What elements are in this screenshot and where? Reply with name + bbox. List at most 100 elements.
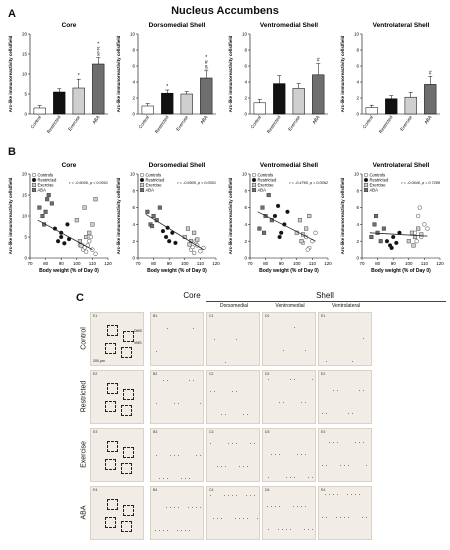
stained-cell <box>268 529 270 531</box>
col-header-shell: Shell <box>316 291 334 300</box>
stained-cell <box>336 517 338 519</box>
y-tick-label: 6 <box>356 205 359 210</box>
stained-cell <box>326 465 328 467</box>
data-point-exercise <box>192 230 197 235</box>
bar-control <box>365 107 378 115</box>
region-box <box>105 459 116 470</box>
data-point-exercise <box>299 239 304 244</box>
col-header-dorsomedial: Dorsomedial <box>219 303 249 309</box>
stained-cell <box>308 477 310 479</box>
data-point-controls <box>87 239 92 244</box>
stained-cell <box>294 379 296 381</box>
stained-cell <box>348 413 350 415</box>
y-tick-label: 4 <box>356 80 359 85</box>
micrograph-tag: B4 <box>153 488 158 492</box>
y-tick-label: 10 <box>130 32 136 37</box>
x-tick-label: Restricted <box>378 114 394 134</box>
stained-cell <box>312 529 314 531</box>
bar-exercise <box>180 93 193 115</box>
x-tick-label: 120 <box>324 261 332 266</box>
panel-c-label: C <box>76 292 84 304</box>
y-axis-label: Arc-like immunoreactivity cells/field <box>340 35 345 112</box>
data-point-aba <box>43 209 48 214</box>
x-tick-label: 110 <box>197 261 205 266</box>
x-tick-label: 120 <box>436 261 444 266</box>
x-axis-label: Body weight (% of Day 0) <box>259 268 319 274</box>
overview-micrograph: E1 200 µm DMS VMS <box>90 312 144 366</box>
detail-micrograph: B2 <box>150 370 204 424</box>
stained-cell <box>340 517 342 519</box>
chart-title: Dorsomedial Shell <box>149 162 206 169</box>
data-point-restricted <box>163 234 169 240</box>
stained-cell <box>210 443 212 445</box>
stained-cell <box>293 506 295 508</box>
stained-cell <box>366 517 368 519</box>
x-axis-label: Body weight (% of Day 0) <box>147 268 207 274</box>
x-tick-label: 70 <box>359 261 365 266</box>
detail-micrograph: C2 <box>206 370 260 424</box>
micrograph-tag: C4 <box>209 488 214 492</box>
data-point-exercise <box>411 243 416 248</box>
micrograph-grid: Control E1 200 µm DMS VMS B1 C1 D1 E1 Restricted E… <box>80 290 448 548</box>
stained-cell <box>167 478 169 480</box>
y-tick-label: 10 <box>22 72 28 77</box>
detail-micrograph: B3 <box>150 428 204 482</box>
data-point-restricted <box>384 239 390 244</box>
micrograph-tag: B1 <box>153 314 158 318</box>
significance-marker: # <box>205 60 208 66</box>
micrograph-tag: C3 <box>209 430 214 434</box>
y-tick-label: 5 <box>24 92 27 97</box>
micrograph-tag: C1 <box>209 314 214 318</box>
legend-entry: ABA <box>370 188 379 193</box>
data-point-aba <box>139 187 145 193</box>
stained-cell <box>290 379 292 381</box>
legend-entry: Controls <box>370 173 386 178</box>
stained-cell <box>363 442 365 444</box>
data-point-restricted <box>65 222 70 227</box>
y-tick-label: 20 <box>22 32 28 37</box>
x-tick-label: 80 <box>43 261 49 266</box>
y-tick-label: 6 <box>132 64 135 69</box>
y-tick-label: 20 <box>22 172 28 177</box>
significance-marker: § <box>205 65 208 71</box>
stained-cell <box>279 402 281 404</box>
y-tick-label: 10 <box>354 172 360 177</box>
region-box <box>107 325 118 336</box>
x-tick-label: 100 <box>293 261 301 266</box>
detail-micrograph: C1 <box>206 312 260 366</box>
detail-micrograph: C3 <box>206 428 260 482</box>
stained-cell <box>351 494 353 496</box>
y-axis-label: Arc-like immunoreactivity cells/field <box>228 35 233 112</box>
stained-cell <box>322 465 324 467</box>
data-point-aba <box>157 205 162 210</box>
data-point-aba <box>266 192 271 198</box>
legend-entry: Restricted <box>146 178 166 183</box>
x-tick-label: Restricted <box>266 114 282 134</box>
col-header-core: Core <box>183 291 201 300</box>
stained-cell <box>267 506 269 508</box>
data-point-exercise <box>297 218 302 223</box>
stained-cell <box>279 506 281 508</box>
data-point-aba <box>151 213 156 219</box>
y-tick-label: 15 <box>22 52 28 57</box>
data-point-aba <box>260 205 265 210</box>
data-point-aba <box>369 234 374 240</box>
stained-cell <box>177 530 179 532</box>
y-tick-label: 6 <box>132 205 135 210</box>
region-box <box>123 389 134 400</box>
stained-cell <box>225 466 227 468</box>
data-point-controls <box>139 172 145 178</box>
x-tick-label: 110 <box>89 261 97 266</box>
y-tick-label: 6 <box>356 64 359 69</box>
stained-cell <box>333 390 335 392</box>
stained-cell <box>301 506 303 508</box>
data-point-aba <box>378 239 383 244</box>
region-box <box>105 401 116 412</box>
stained-cell <box>221 414 223 416</box>
row-label-control: Control <box>80 327 88 350</box>
stained-cell <box>247 518 249 520</box>
stained-cell <box>166 507 168 509</box>
legend-entry: Exercise <box>38 183 55 188</box>
y-tick-label: 2 <box>356 96 359 101</box>
y-tick-label: 0 <box>24 256 27 261</box>
